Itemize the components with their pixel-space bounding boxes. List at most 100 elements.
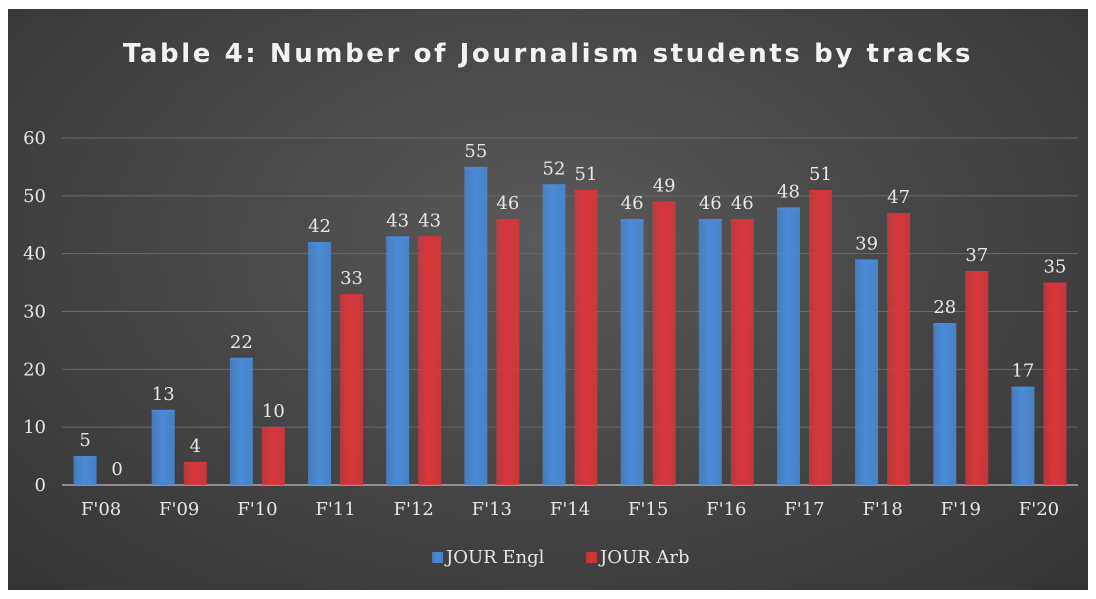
bar-jour-arb: [261, 427, 285, 485]
y-tick-label: 40: [23, 244, 46, 265]
y-axis: 0 10 20 30 40 50 60: [23, 128, 46, 496]
bar-top-bevel: [730, 218, 754, 222]
bar-jour-engl: [698, 218, 722, 485]
x-tick-label: F'12: [394, 499, 434, 520]
bar-jour-engl: [776, 207, 800, 485]
data-label: 13: [152, 384, 175, 405]
legend-label: JOUR Arb: [598, 547, 690, 568]
bar-top-bevel: [855, 259, 879, 263]
data-label: 17: [1011, 361, 1034, 382]
bar-jour-engl: [464, 166, 488, 485]
data-label: 51: [809, 164, 832, 185]
data-label: 46: [496, 193, 519, 214]
bar-jour-engl: [308, 242, 332, 485]
bar-jour-arb: [574, 190, 598, 486]
data-label: 55: [464, 141, 487, 162]
data-label: 48: [777, 181, 800, 202]
x-tick-label: F'13: [472, 499, 512, 520]
data-label: 22: [230, 332, 253, 353]
bar-top-bevel: [464, 166, 488, 170]
bar-jour-arb: [183, 461, 207, 485]
bar-top-bevel: [308, 242, 332, 246]
x-tick-label: F'08: [81, 499, 121, 520]
bar-jour-arb: [340, 294, 364, 485]
data-label: 37: [965, 245, 988, 266]
chart-area: Table 4: Number of Journalism students b…: [8, 9, 1088, 590]
bar-top-bevel: [933, 323, 957, 327]
bar-jour-arb: [730, 218, 754, 485]
bar-top-bevel: [73, 456, 97, 460]
bar-top-bevel: [620, 218, 644, 222]
x-tick-label: F'10: [237, 499, 277, 520]
bar-top-bevel: [652, 201, 676, 205]
data-label: 43: [418, 210, 441, 231]
data-label: 39: [855, 233, 878, 254]
bar-jour-arb: [808, 190, 832, 486]
data-label: 5: [79, 430, 90, 451]
bar-top-bevel: [542, 184, 566, 188]
bar-top-bevel: [808, 190, 832, 194]
y-tick-label: 10: [23, 417, 46, 438]
data-label: 10: [262, 401, 285, 422]
bar-jour-engl: [73, 456, 97, 485]
bar-jour-engl: [542, 184, 566, 485]
data-label: 46: [621, 193, 644, 214]
bar-top-bevel: [386, 236, 410, 240]
bar-top-bevel: [965, 271, 989, 275]
bar-top-bevel: [1011, 386, 1035, 390]
x-tick-label: F'15: [628, 499, 668, 520]
legend-swatch: [432, 552, 443, 563]
bar-jour-engl: [1011, 386, 1035, 485]
x-tick-label: F'09: [159, 499, 199, 520]
bars: [73, 166, 1067, 486]
bar-top-bevel: [698, 218, 722, 222]
bar-jour-engl: [229, 357, 253, 485]
data-labels: 50 13 4 22 10 42 33 43 43 55 46 52 51 46 49 46 46 48 51 39 4…: [79, 141, 1066, 480]
bar-top-bevel: [261, 427, 285, 431]
bar-jour-engl: [386, 236, 410, 485]
bar-top-bevel: [574, 190, 598, 194]
bar-jour-engl: [855, 259, 879, 485]
bar-top-bevel: [183, 461, 207, 465]
bar-top-bevel: [1043, 282, 1067, 286]
bar-jour-engl: [151, 409, 175, 485]
data-label: 42: [308, 216, 331, 237]
x-tick-label: F'20: [1019, 499, 1059, 520]
x-tick-label: F'16: [706, 499, 746, 520]
bar-top-bevel: [496, 218, 520, 222]
bar-top-bevel: [229, 357, 253, 361]
y-tick-label: 0: [35, 475, 46, 496]
data-label: 43: [386, 210, 409, 231]
x-tick-label: F'14: [550, 499, 590, 520]
bar-jour-arb: [496, 218, 520, 485]
x-tick-label: F'17: [784, 499, 824, 520]
x-tick-label: F'18: [862, 499, 902, 520]
bar-jour-arb: [652, 201, 676, 485]
bar-top-bevel: [151, 409, 175, 413]
bar-jour-engl: [620, 218, 644, 485]
bar-top-bevel: [776, 207, 800, 211]
y-tick-label: 30: [23, 302, 46, 323]
bar-jour-arb: [887, 213, 911, 485]
y-tick-label: 60: [23, 128, 46, 149]
bar-jour-arb: [1043, 282, 1067, 485]
chart-title: Table 4: Number of Journalism students b…: [122, 39, 974, 69]
x-tick-label: F'19: [941, 499, 981, 520]
bar-top-bevel: [418, 236, 442, 240]
bar-top-bevel: [340, 294, 364, 298]
legend: JOUR Engl JOUR Arb: [432, 547, 690, 568]
legend-label: JOUR Engl: [444, 547, 545, 568]
legend-swatch: [586, 552, 597, 563]
data-label: 46: [731, 193, 754, 214]
data-label: 33: [340, 268, 363, 289]
data-label: 49: [653, 176, 676, 197]
data-label: 51: [575, 164, 598, 185]
bar-top-bevel: [887, 213, 911, 217]
data-label: 4: [190, 436, 201, 457]
data-label: 0: [111, 459, 122, 480]
data-label: 47: [887, 187, 910, 208]
bar-jour-engl: [933, 323, 957, 485]
data-label: 46: [699, 193, 722, 214]
data-label: 35: [1043, 257, 1066, 278]
